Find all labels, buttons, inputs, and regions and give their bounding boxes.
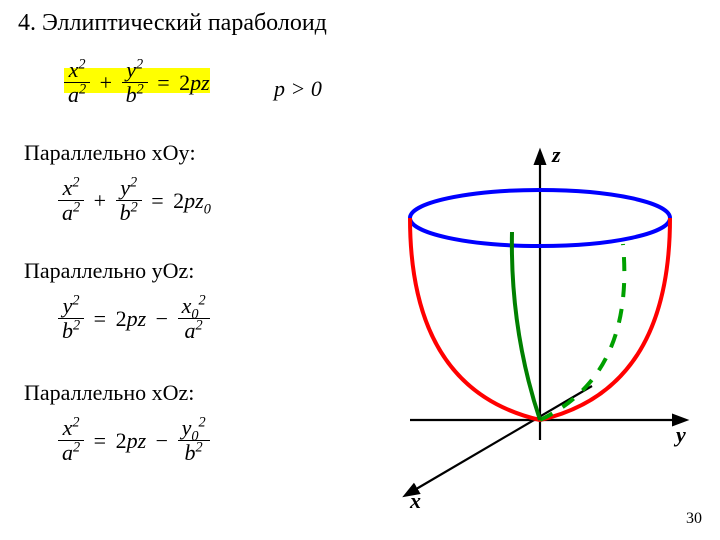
slide: 4. Эллиптический параболоид x2 a2 + y2 b… xyxy=(0,0,720,540)
parabola-green-back xyxy=(540,244,624,420)
equation-main: x2 a2 + y2 b2 = 2pz xyxy=(58,56,216,109)
slide-title: 4. Эллиптический параболоид xyxy=(18,10,327,37)
page-number: 30 xyxy=(686,510,702,528)
label-parallel-yoz: Параллельно yOz: xyxy=(24,258,194,284)
equation-yoz: y2 b2 = 2pz − x02 a2 xyxy=(58,294,210,343)
label-parallel-xoy: Параллельно xOy: xyxy=(24,140,196,166)
paraboloid-svg: z y x xyxy=(340,140,700,510)
paraboloid-figure: z y x xyxy=(340,140,700,510)
axis-label-x: x xyxy=(409,488,421,510)
label-parallel-xoz: Параллельно xOz: xyxy=(24,380,194,406)
axis-label-y: y xyxy=(673,422,686,447)
parabola-green-front xyxy=(512,232,540,420)
axis-label-z: z xyxy=(551,142,561,167)
frac-y2-b2: y2 b2 xyxy=(122,58,148,107)
frac-x2-a2: x2 a2 xyxy=(64,58,90,107)
equation-xoz: x2 a2 = 2pz − y02 b2 xyxy=(58,416,210,465)
p-condition: p > 0 xyxy=(274,76,322,102)
equation-highlight: x2 a2 + y2 b2 = 2pz xyxy=(64,68,210,93)
equation-xoy: x2 a2 + y2 b2 = 2pz0 xyxy=(58,176,211,225)
axis-x xyxy=(406,386,592,495)
